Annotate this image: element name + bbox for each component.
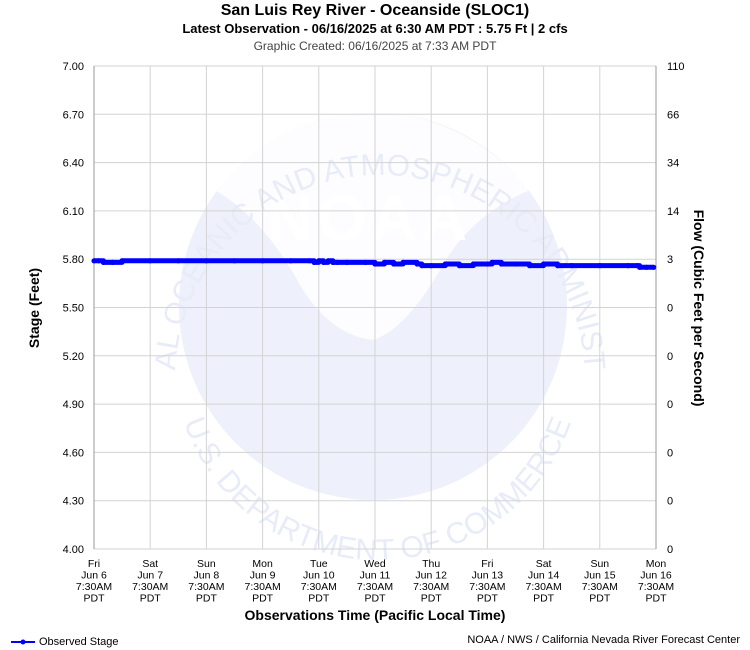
noaa-watermark: NOAANATIONAL OCEANIC AND ATMOSPHERIC ADM… bbox=[0, 0, 611, 567]
watermark-logo-text: NOAA bbox=[267, 182, 471, 254]
data-point bbox=[96, 258, 102, 264]
data-point bbox=[625, 263, 631, 269]
y-tick-label: 6.70 bbox=[63, 109, 84, 121]
chart-subtitle: Latest Observation - 06/16/2025 at 6:30 … bbox=[182, 21, 568, 36]
x-tick-label: Sat Jun 7 7:30AM PDT bbox=[132, 558, 168, 605]
data-point bbox=[541, 261, 547, 267]
data-point bbox=[231, 258, 238, 264]
y2-tick-label: 0 bbox=[667, 399, 673, 411]
data-point bbox=[330, 259, 336, 265]
data-point bbox=[442, 261, 448, 267]
data-point bbox=[320, 259, 327, 265]
x-tick-label: Mon Jun 9 7:30AM PDT bbox=[245, 558, 281, 605]
x-tick-label: Sat Jun 14 7:30AM PDT bbox=[526, 558, 562, 605]
data-point bbox=[470, 261, 476, 267]
data-point bbox=[175, 258, 181, 264]
data-point bbox=[100, 259, 106, 265]
data-point bbox=[311, 259, 317, 265]
data-point bbox=[306, 258, 312, 264]
data-point bbox=[147, 258, 153, 264]
data-point bbox=[526, 263, 533, 269]
x-tick-label: Fri Jun 13 7:30AM PDT bbox=[469, 558, 505, 605]
series-group bbox=[91, 258, 657, 270]
grid-lines bbox=[93, 65, 657, 550]
data-point bbox=[484, 261, 490, 267]
data-point bbox=[391, 261, 397, 267]
y-tick-label: 7.00 bbox=[63, 61, 84, 73]
y2-tick-label: 0 bbox=[667, 496, 673, 508]
y2-tick-label: 0 bbox=[667, 351, 673, 363]
y-tick-label: 5.80 bbox=[63, 254, 84, 266]
data-point bbox=[489, 259, 495, 265]
y2-tick-label: 14 bbox=[667, 206, 679, 218]
x-tick-label: Sun Jun 15 7:30AM PDT bbox=[582, 558, 618, 605]
data-point bbox=[325, 258, 331, 264]
data-point bbox=[637, 264, 643, 270]
data-point bbox=[644, 264, 650, 270]
data-point bbox=[512, 261, 519, 267]
data-point bbox=[334, 259, 341, 265]
data-point bbox=[110, 259, 116, 265]
data-point bbox=[316, 258, 322, 264]
data-point bbox=[381, 259, 387, 265]
x-tick-label: Sun Jun 8 7:30AM PDT bbox=[188, 558, 224, 605]
y-tick-label: 4.90 bbox=[63, 399, 84, 411]
data-point bbox=[569, 263, 575, 269]
y2-tick-label: 34 bbox=[667, 158, 679, 170]
y-tick-label: 4.60 bbox=[63, 447, 84, 459]
data-point bbox=[428, 263, 434, 269]
y2-tick-label: 0 bbox=[667, 303, 673, 315]
data-point bbox=[119, 258, 125, 264]
x-tick-label: Mon Jun 16 7:30AM PDT bbox=[638, 558, 674, 605]
data-point bbox=[288, 258, 294, 264]
data-point bbox=[498, 261, 504, 267]
data-point bbox=[456, 263, 462, 269]
data-point bbox=[260, 258, 266, 264]
x-tick-label: Fri Jun 6 7:30AM PDT bbox=[76, 558, 112, 605]
watermark-bird bbox=[215, 109, 530, 340]
line-with-dot-icon bbox=[11, 639, 35, 645]
data-point bbox=[344, 259, 350, 265]
y2-tick-label: 0 bbox=[667, 544, 673, 556]
y-axis-ticks: 7.00 6.70 6.40 6.10 5.80 5.50 5.20 4.90 4.60 4.30… bbox=[63, 61, 84, 556]
x-tick-label: Thu Jun 12 7:30AM PDT bbox=[413, 558, 449, 605]
y2-axis-ticks: 110 66 34 14 3 0 0 0 0 0 0 bbox=[667, 61, 685, 556]
x-axis-ticks: Fri Jun 6 7:30AM PDT Sat Jun 7 7:30AM PDT Sun Jun… bbox=[76, 558, 674, 605]
credit-text: NOAA / NWS / California Nevada River For… bbox=[467, 634, 740, 646]
y-axis-label: Stage (Feet) bbox=[26, 268, 42, 348]
y-tick-label: 4.30 bbox=[63, 496, 84, 508]
data-point bbox=[363, 259, 369, 265]
data-point bbox=[651, 264, 657, 270]
data-point bbox=[400, 259, 406, 265]
graphic-created-text: Graphic Created: 06/16/2025 at 7:33 AM P… bbox=[253, 39, 497, 53]
data-point bbox=[555, 263, 561, 269]
y-tick-label: 5.20 bbox=[63, 351, 84, 363]
data-point bbox=[372, 261, 378, 267]
data-point bbox=[597, 263, 603, 269]
data-point bbox=[419, 263, 425, 269]
legend-label: Observed Stage bbox=[39, 636, 119, 648]
y-tick-label: 6.40 bbox=[63, 158, 84, 170]
y2-tick-label: 66 bbox=[667, 109, 679, 121]
chart-title: San Luis Rey River - Oceanside (SLOC1) bbox=[220, 2, 530, 19]
x-tick-label: Wed Jun 11 7:30AM PDT bbox=[357, 558, 393, 605]
data-point bbox=[203, 258, 209, 264]
x-tick-label: Tue Jun 10 7:30AM PDT bbox=[301, 558, 337, 605]
data-point bbox=[91, 258, 97, 264]
y-tick-label: 5.50 bbox=[63, 303, 84, 315]
y2-tick-label: 3 bbox=[667, 254, 673, 266]
legend: Observed Stage bbox=[10, 636, 119, 648]
y-tick-label: 4.00 bbox=[63, 544, 84, 556]
y-tick-label: 6.10 bbox=[63, 206, 84, 218]
y2-axis-label: Flow (Cubic Feet per Second) bbox=[691, 210, 707, 407]
x-axis-label: Observations Time (Pacific Local Time) bbox=[245, 607, 506, 623]
data-point bbox=[414, 261, 420, 267]
y2-tick-label: 0 bbox=[667, 447, 673, 459]
y2-tick-label: 110 bbox=[667, 61, 685, 73]
